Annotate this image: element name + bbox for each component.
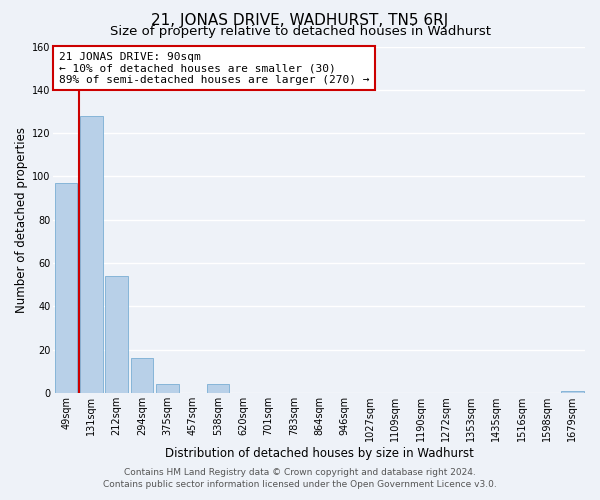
X-axis label: Distribution of detached houses by size in Wadhurst: Distribution of detached houses by size …	[165, 447, 473, 460]
Bar	[131, 358, 154, 393]
Y-axis label: Number of detached properties: Number of detached properties	[15, 127, 28, 313]
Bar	[156, 384, 179, 393]
Text: 21 JONAS DRIVE: 90sqm
← 10% of detached houses are smaller (30)
89% of semi-deta: 21 JONAS DRIVE: 90sqm ← 10% of detached …	[59, 52, 369, 85]
Bar	[106, 276, 128, 393]
Bar	[80, 116, 103, 393]
Bar	[55, 183, 77, 393]
Bar	[561, 391, 584, 393]
Text: Size of property relative to detached houses in Wadhurst: Size of property relative to detached ho…	[110, 25, 491, 38]
Text: 21, JONAS DRIVE, WADHURST, TN5 6RJ: 21, JONAS DRIVE, WADHURST, TN5 6RJ	[151, 12, 449, 28]
Text: Contains HM Land Registry data © Crown copyright and database right 2024.
Contai: Contains HM Land Registry data © Crown c…	[103, 468, 497, 489]
Bar	[206, 384, 229, 393]
